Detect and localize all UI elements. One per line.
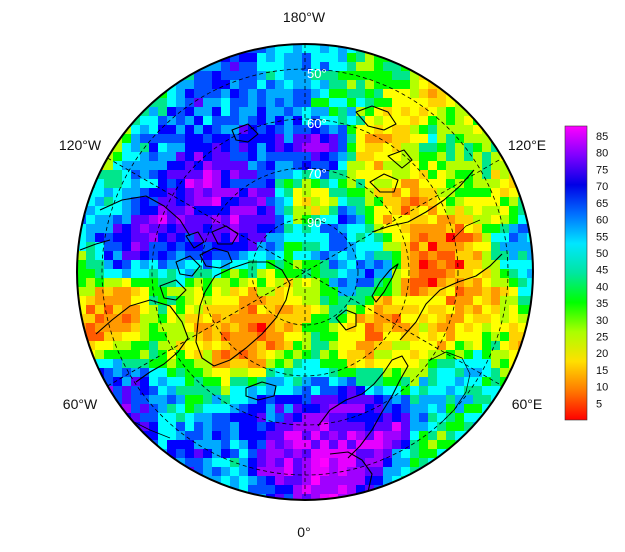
lon-label-upper-right: 120°E — [508, 137, 546, 153]
colorbar-tick-label: 45 — [596, 265, 608, 277]
longitude-labels: 180°W 0° 120°W 120°E 60°W 60°E — [59, 9, 546, 540]
lat-label-90: 90° — [307, 215, 327, 230]
graticule — [101, 44, 509, 500]
lon-label-bottom: 0° — [297, 524, 310, 540]
colorbar-tick-label: 5 — [596, 398, 602, 410]
colorbar-tick-label: 35 — [596, 298, 608, 310]
colorbar-tick-label: 30 — [596, 315, 608, 327]
data-field-raster — [77, 44, 533, 500]
colorbar-tick-label: 25 — [596, 332, 608, 344]
colorbar-gradient — [564, 125, 588, 421]
lat-label-70: 70° — [307, 166, 327, 181]
colorbar-tick-label: 85 — [596, 131, 608, 143]
lon-label-lower-right: 60°E — [512, 396, 543, 412]
colorbar-tick-label: 65 — [596, 198, 608, 210]
latitude-labels: 50° 60° 70° 90° — [307, 66, 327, 230]
colorbar-tick-label: 50 — [596, 248, 608, 260]
colorbar-tick-label: 20 — [596, 348, 608, 360]
colorbar-tick-label: 40 — [596, 281, 608, 293]
lat-label-50: 50° — [307, 66, 327, 81]
map-boundary — [76, 43, 534, 501]
colorbar: 85 80 75 70 65 60 55 50 45 40 35 30 25 20 15 10 5 — [564, 125, 608, 421]
lat-label-60: 60° — [307, 116, 327, 131]
colorbar-tick-label: 15 — [596, 365, 608, 377]
colorbar-tick-label: 55 — [596, 231, 608, 243]
lon-label-upper-left: 120°W — [59, 137, 102, 153]
colorbar-tick-label: 80 — [596, 148, 608, 160]
colorbar-tick-label: 75 — [596, 164, 608, 176]
colorbar-tick-label: 70 — [596, 181, 608, 193]
lon-label-lower-left: 60°W — [63, 396, 98, 412]
lon-label-top: 180°W — [283, 9, 326, 25]
colorbar-tick-label: 10 — [596, 382, 608, 394]
coastlines — [79, 105, 503, 493]
colorbar-tick-label: 60 — [596, 215, 608, 227]
